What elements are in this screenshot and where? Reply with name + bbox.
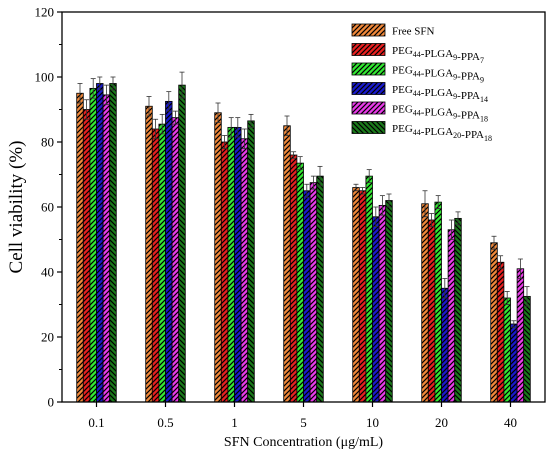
x-tick-label: 0.5 [157, 415, 173, 430]
y-tick-label: 120 [35, 5, 55, 20]
y-tick-label: 60 [41, 200, 54, 215]
error-bars-layer [77, 71, 530, 328]
legend-swatch [351, 82, 386, 95]
legend: Free SFN PEG44-PLGA9-PPA7PEG44-PLGA9-PPA9… [351, 23, 492, 143]
bar [234, 126, 242, 403]
bar [178, 84, 186, 403]
bar [171, 117, 180, 403]
bar [434, 201, 442, 403]
legend-swatch [351, 23, 386, 37]
bar [220, 141, 229, 403]
bar [158, 123, 166, 403]
bar [441, 287, 449, 403]
legend-label: PEG44-PLGA20-PPA18 [392, 123, 492, 143]
bar [151, 128, 160, 403]
legend-swatch [351, 62, 386, 76]
legend-label: PEG44-PLGA9-PPA9 [392, 65, 484, 85]
legend-swatch [351, 43, 386, 56]
y-axis-title: Cell viability (%) [6, 141, 27, 274]
x-tick-label: 5 [300, 415, 307, 430]
y-tick-label: 100 [35, 70, 55, 85]
legend-label: Free SFN [392, 26, 435, 38]
bar [247, 120, 255, 403]
bar [447, 229, 456, 403]
bar [289, 154, 298, 403]
bar [427, 219, 436, 403]
bar [89, 87, 97, 403]
bar [296, 162, 304, 403]
bar [454, 217, 462, 403]
y-tick-label: 40 [41, 265, 54, 280]
bar [303, 190, 311, 403]
bar [352, 187, 360, 403]
legend-swatch [351, 101, 386, 115]
y-tick-label: 0 [48, 395, 55, 410]
bar [523, 295, 531, 403]
y-tick-label: 20 [41, 330, 54, 345]
bar [358, 190, 367, 403]
bar [96, 83, 104, 403]
bar [82, 109, 91, 403]
bar [490, 242, 498, 403]
bar [240, 138, 249, 403]
x-tick-label: 40 [504, 415, 517, 430]
bar [102, 94, 111, 403]
x-tick-label: 10 [366, 415, 379, 430]
x-tick-label: 0.1 [88, 415, 104, 430]
legend-label: PEG44-PLGA9-PPA7 [392, 45, 484, 65]
bar [516, 268, 525, 403]
bar [316, 175, 324, 403]
axis-ticks: 0 20 40 60 80 100 120 0.1 0.5 1 5 10 20 40 [35, 5, 518, 431]
bar [365, 175, 373, 403]
bar [421, 203, 429, 403]
bar [109, 83, 117, 403]
y-tick-label: 80 [41, 135, 54, 150]
bar [145, 105, 153, 403]
bar [227, 126, 235, 403]
bar [214, 112, 222, 403]
bar [76, 92, 84, 403]
legend-swatch [351, 121, 386, 134]
bar [165, 100, 173, 403]
x-tick-label: 20 [435, 415, 448, 430]
bar [283, 125, 291, 403]
bar [503, 297, 511, 403]
bar [510, 323, 518, 403]
legend-label: PEG44-PLGA9-PPA14 [392, 84, 488, 104]
bar [378, 204, 387, 403]
x-tick-label: 1 [231, 415, 238, 430]
bar [496, 261, 505, 403]
bar [309, 182, 318, 403]
bar [372, 216, 380, 403]
legend-label: PEG44-PLGA9-PPA18 [392, 104, 488, 124]
bar [385, 200, 393, 403]
x-axis-title: SFN Concentration (μg/mL) [224, 435, 383, 450]
